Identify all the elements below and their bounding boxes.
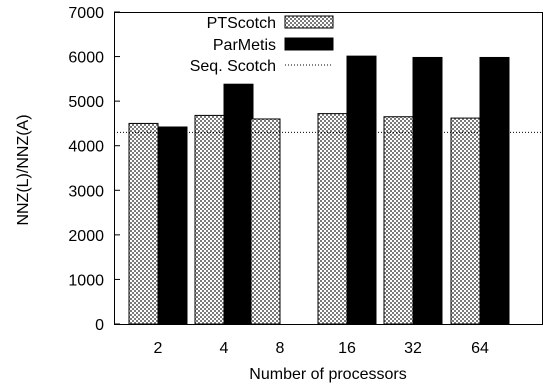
bar-parmetis xyxy=(223,83,254,325)
bar-ptscotch xyxy=(383,116,414,325)
bar-ptscotch xyxy=(194,114,225,325)
x-tick-label: 64 xyxy=(471,340,489,357)
x-axis-title: Number of processors xyxy=(249,366,406,383)
y-tick-label: 6000 xyxy=(68,50,104,67)
y-axis-title: NNZ(L)/NNZ(A) xyxy=(15,114,32,225)
y-tick-label: 7000 xyxy=(68,5,104,22)
x-tick-label: 16 xyxy=(338,340,356,357)
bar-ptscotch xyxy=(250,118,281,325)
legend-ptscotch-label: PTScotch xyxy=(207,15,276,32)
legend: PTScotch ParMetis Seq. Scotch xyxy=(190,15,334,75)
y-tick-label: 3000 xyxy=(68,183,104,200)
x-axis-ticks: 2 4 8 16 32 64 xyxy=(154,340,489,357)
legend-ptscotch: PTScotch xyxy=(207,15,334,32)
bar-parmetis xyxy=(479,56,510,325)
legend-seq-scotch: Seq. Scotch xyxy=(190,58,333,75)
y-tick-label: 4000 xyxy=(68,139,104,156)
bars xyxy=(128,55,510,325)
bar-parmetis xyxy=(412,56,443,325)
x-tick-label: 32 xyxy=(404,340,422,357)
y-axis-ticks: 0 1000 2000 3000 4000 5000 6000 7000 xyxy=(68,5,120,334)
y-tick-label: 5000 xyxy=(68,94,104,111)
y-tick-label: 1000 xyxy=(68,272,104,289)
bar-ptscotch xyxy=(450,117,481,325)
x-tick-label: 8 xyxy=(276,340,285,357)
x-tick-label: 4 xyxy=(220,340,229,357)
y-tick-label: 0 xyxy=(95,317,104,334)
legend-parmetis-swatch xyxy=(284,37,334,51)
bar-ptscotch xyxy=(317,113,348,325)
legend-seq-scotch-label: Seq. Scotch xyxy=(190,58,276,75)
y-tick-label: 2000 xyxy=(68,228,104,245)
bar-parmetis xyxy=(157,126,188,325)
bar-ptscotch xyxy=(128,122,159,325)
legend-ptscotch-swatch xyxy=(284,15,334,29)
bar-parmetis xyxy=(346,55,377,325)
legend-parmetis: ParMetis xyxy=(213,37,334,54)
legend-parmetis-label: ParMetis xyxy=(213,37,276,54)
x-tick-label: 2 xyxy=(154,340,163,357)
